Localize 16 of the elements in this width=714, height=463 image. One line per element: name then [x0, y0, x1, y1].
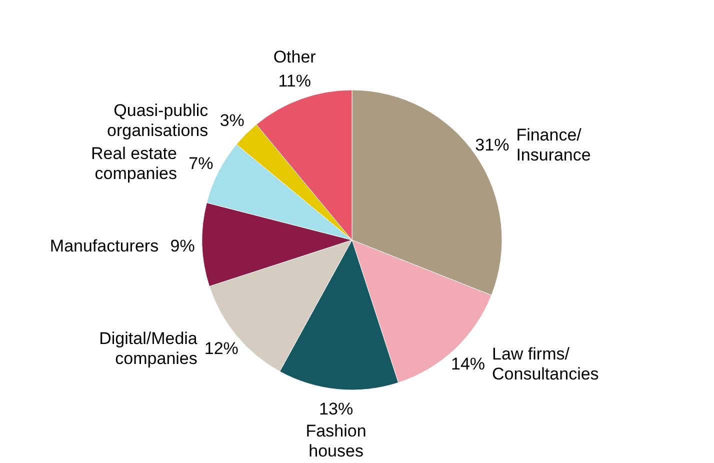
slice-label: Quasi-public organisations — [107, 101, 209, 140]
slice-label: Fashion houses — [306, 422, 366, 461]
data-label: 31% — [475, 136, 510, 155]
slice-label: Finance/ Insurance — [516, 126, 591, 165]
data-label: 13% — [319, 400, 354, 419]
slice-label: Manufacturers — [50, 236, 159, 256]
data-label: 9% — [170, 236, 195, 256]
data-label: 7% — [188, 154, 214, 173]
data-label: 14% — [451, 354, 486, 374]
slice-label: Law firms/ Consultancies — [492, 344, 599, 384]
slice-label: Other — [273, 47, 316, 66]
slice-label: Digital/Media companies — [99, 328, 198, 368]
data-label: 3% — [220, 111, 244, 130]
data-label: 11% — [278, 71, 311, 90]
slice-label: Real estate companies — [90, 144, 177, 183]
data-label: 12% — [204, 338, 238, 358]
